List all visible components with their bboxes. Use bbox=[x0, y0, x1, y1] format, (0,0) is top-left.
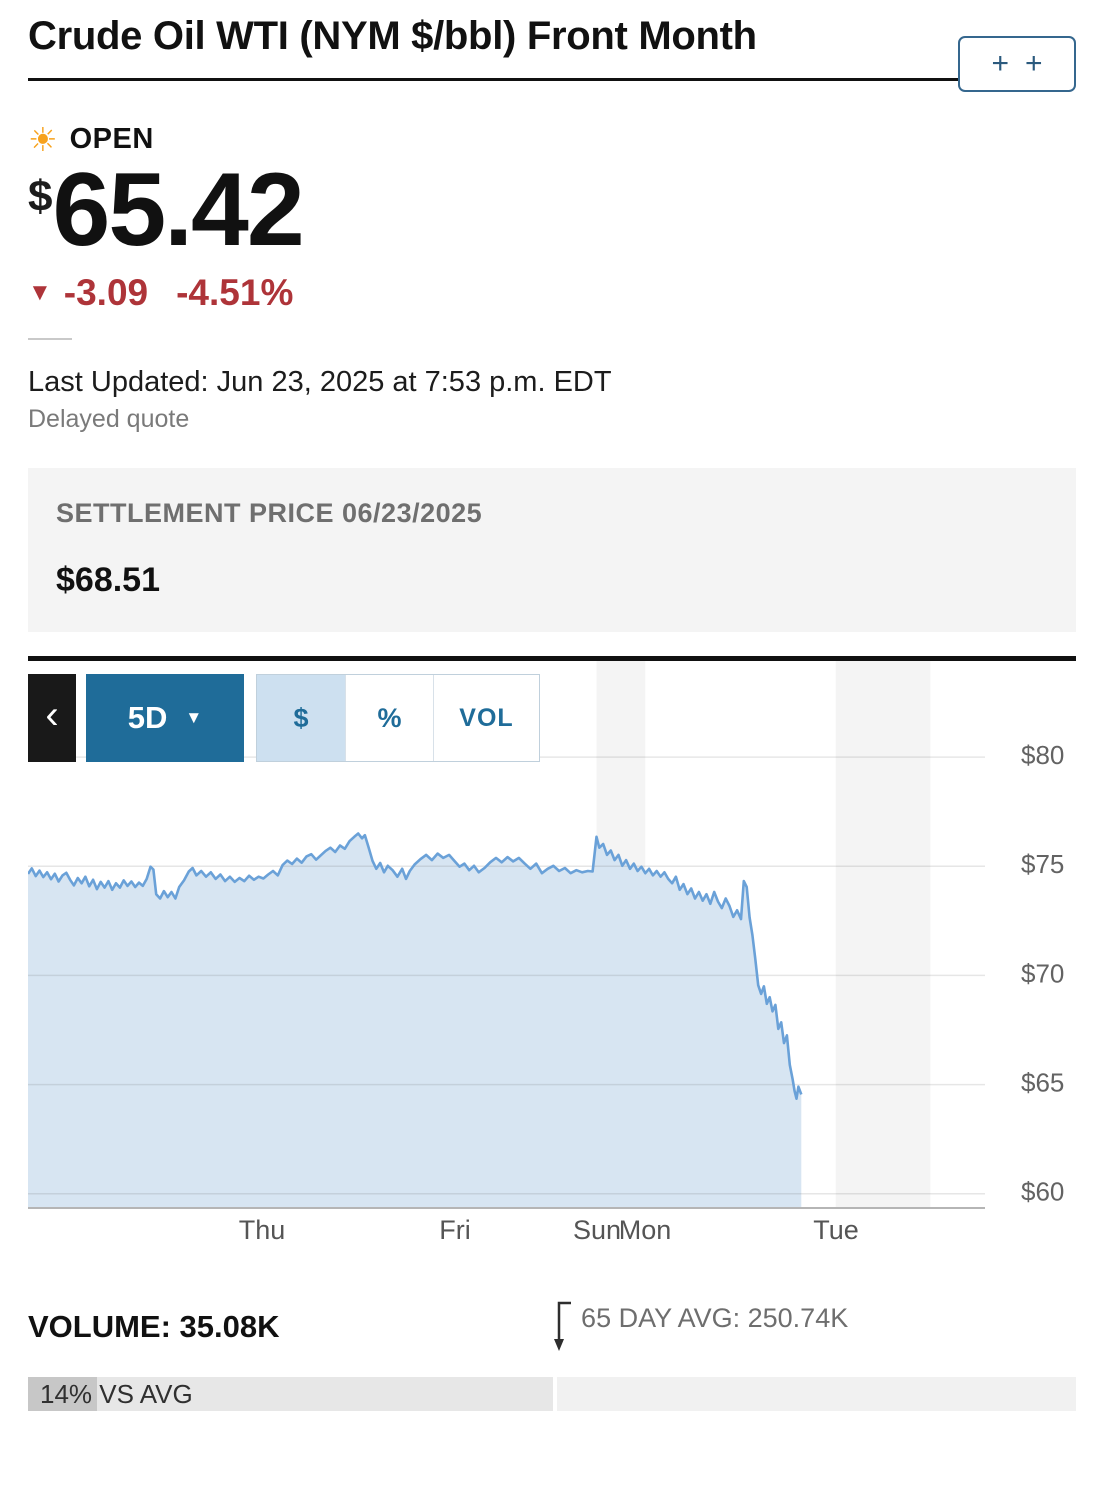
chevron-down-icon: ▼ bbox=[185, 708, 203, 728]
session-band bbox=[835, 661, 931, 1210]
vs-avg-label: 14% VS AVG bbox=[40, 1379, 193, 1410]
area-fill bbox=[28, 833, 802, 1210]
header-divider bbox=[28, 78, 1076, 81]
price-currency: $ bbox=[28, 172, 53, 221]
volume-fill bbox=[28, 1377, 98, 1412]
watchlist-button[interactable]: + + bbox=[958, 36, 1076, 92]
settlement-card: SETTLEMENT PRICE 06/23/2025 $68.51 bbox=[28, 468, 1076, 633]
down-arrow-icon: ▼ bbox=[28, 279, 52, 307]
range-label: 5D bbox=[127, 700, 168, 736]
small-divider bbox=[28, 338, 72, 341]
settlement-value: $68.51 bbox=[56, 561, 160, 600]
price-chart-section: ‹ 5D ▼ $ % VOL $80 $75 $70 $65 $60 Thu Fri Sun… bbox=[28, 661, 1076, 1253]
avg-volume-label: 65 DAY AVG: 250.74K bbox=[581, 1303, 849, 1334]
price-chart[interactable]: $80 $75 $70 $65 $60 bbox=[28, 661, 1076, 1211]
sun-icon: ☀ bbox=[28, 121, 58, 158]
y-axis-label: $70 bbox=[1021, 958, 1064, 988]
plus-icon: + bbox=[991, 47, 1009, 80]
page: Crude Oil WTI (NYM $/bbl) Front Month + … bbox=[28, 10, 1076, 1412]
back-button[interactable]: ‹ bbox=[28, 674, 76, 763]
x-axis-label: Tue bbox=[813, 1215, 859, 1246]
chart-section-divider bbox=[28, 656, 1076, 662]
volume-bar: 14% VS AVG bbox=[28, 1377, 1076, 1412]
x-axis-label: Fri bbox=[439, 1215, 471, 1246]
change-value: -3.09 bbox=[63, 272, 149, 314]
volume-bar-left bbox=[28, 1377, 554, 1412]
x-axis-label: Sun bbox=[572, 1215, 622, 1246]
settlement-label: SETTLEMENT PRICE 06/23/2025 bbox=[56, 498, 483, 529]
unit-toggle-group: $ % VOL bbox=[256, 674, 540, 763]
range-dropdown[interactable]: 5D ▼ bbox=[86, 674, 244, 763]
unit-percent-button[interactable]: % bbox=[345, 675, 433, 762]
x-axis-label: Thu bbox=[238, 1215, 286, 1246]
x-axis: Thu Fri Sun Mon Tue bbox=[28, 1211, 1076, 1253]
change-percent: -4.51% bbox=[176, 272, 294, 314]
price-value: 65.42 bbox=[52, 152, 304, 268]
price-line bbox=[28, 832, 803, 1101]
y-axis-label: $80 bbox=[1021, 740, 1064, 770]
price-change-row: ▼ -3.09 -4.51% bbox=[28, 272, 1076, 314]
quote-type: Delayed quote bbox=[28, 405, 190, 434]
unit-dollar-button[interactable]: $ bbox=[257, 675, 345, 762]
avg-marker-icon bbox=[554, 1301, 572, 1352]
volume-section: VOLUME: 35.08K 65 DAY AVG: 250.74K bbox=[28, 1301, 1076, 1355]
y-axis-label: $75 bbox=[1021, 849, 1064, 879]
x-axis-label: Mon bbox=[618, 1215, 672, 1246]
market-status-row: ☀ OPEN bbox=[28, 123, 1076, 156]
page-header: Crude Oil WTI (NYM $/bbl) Front Month + … bbox=[28, 10, 1076, 92]
y-axis-label: $65 bbox=[1021, 1068, 1064, 1098]
volume-label: VOLUME: 35.08K bbox=[28, 1309, 280, 1345]
price-block: $ 65.42 bbox=[28, 156, 1076, 264]
page-title: Crude Oil WTI (NYM $/bbl) Front Month bbox=[28, 14, 757, 58]
plus-icon: + bbox=[1025, 47, 1043, 80]
chevron-left-icon: ‹ bbox=[45, 693, 59, 738]
avg-marker-wrap: 65 DAY AVG: 250.74K bbox=[553, 1299, 848, 1355]
chart-controls: ‹ 5D ▼ $ % VOL bbox=[28, 674, 540, 763]
unit-volume-button[interactable]: VOL bbox=[433, 675, 539, 762]
market-status: OPEN bbox=[69, 123, 154, 155]
last-updated: Last Updated: Jun 23, 2025 at 7:53 p.m. … bbox=[28, 366, 612, 399]
y-axis-label: $60 bbox=[1021, 1177, 1064, 1207]
volume-bar-gap bbox=[553, 1377, 558, 1412]
